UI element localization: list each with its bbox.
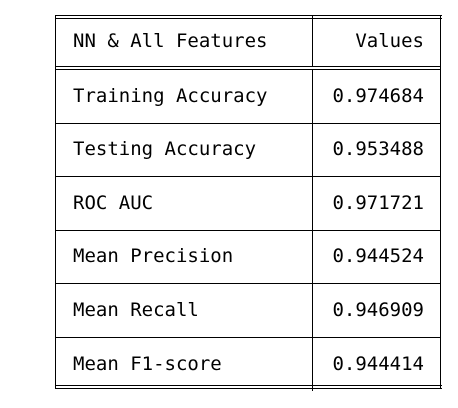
- metric-label: Mean F1-score: [56, 337, 313, 391]
- table-row: Training Accuracy 0.974684: [56, 70, 440, 124]
- header-label-cell: NN & All Features: [56, 16, 313, 66]
- metric-value: 0.953488: [332, 138, 424, 161]
- table-row: Mean Recall 0.946909: [56, 284, 440, 338]
- table-header-row: NN & All Features Values: [56, 16, 440, 70]
- table-row: ROC AUC 0.971721: [56, 177, 440, 231]
- metric-value: 0.974684: [332, 84, 424, 107]
- metric-label: Mean Precision: [56, 230, 313, 283]
- metrics-table: NN & All Features Values Training Accura…: [54, 15, 442, 391]
- metric-value: 0.946909: [332, 298, 424, 321]
- metric-value: 0.971721: [332, 191, 424, 214]
- header-value-cell: Values: [355, 29, 424, 52]
- table-row: Mean Precision 0.944524: [56, 230, 440, 284]
- metric-value: 0.944524: [332, 245, 424, 268]
- table-row: Testing Accuracy 0.953488: [56, 123, 440, 177]
- metric-label: Testing Accuracy: [56, 123, 313, 176]
- metric-value: 0.944414: [332, 352, 424, 375]
- metric-label: Mean Recall: [56, 284, 313, 337]
- metric-label: ROC AUC: [56, 177, 313, 230]
- table-row: Mean F1-score 0.944414: [56, 337, 440, 391]
- metric-label: Training Accuracy: [56, 70, 313, 123]
